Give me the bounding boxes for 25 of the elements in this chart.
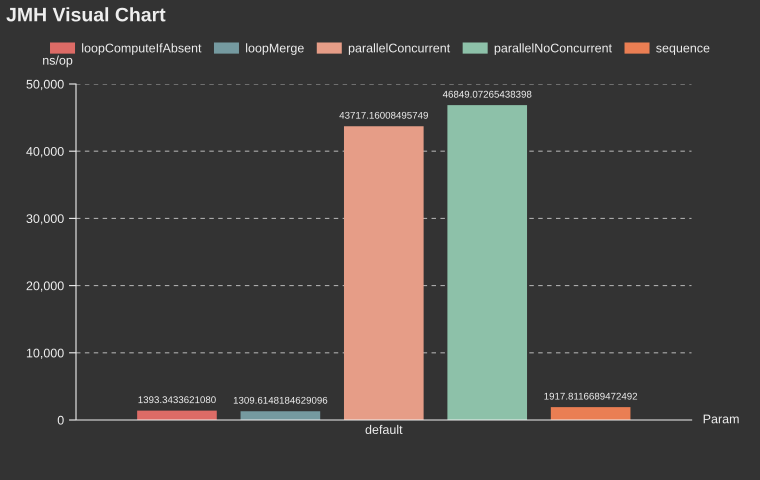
legend-label: sequence	[656, 46, 710, 55]
data-label: 43717.16008495749	[339, 112, 428, 119]
y-tick-label: 0	[58, 416, 64, 425]
bar	[344, 126, 424, 420]
y-tick-label: 30,000	[26, 214, 64, 225]
chart-title: JMH Visual Chart	[6, 7, 166, 22]
data-label: 46849.07265438398	[442, 90, 532, 98]
y-tick-label: 20,000	[26, 281, 64, 292]
bar	[447, 105, 528, 420]
legend-label: parallelNoConcurrent	[494, 43, 612, 55]
data-label: 1917.8116689472492	[544, 392, 638, 400]
y-tick-label: 40,000	[26, 147, 64, 158]
x-axis-title: Param	[704, 414, 739, 424]
data-label: 1309.6148184629096	[234, 396, 328, 404]
legend-label: parallelConcurrent	[348, 43, 450, 55]
data-label: 1393.3433621080	[138, 396, 216, 404]
y-tick-label: 10,000	[26, 348, 64, 359]
bar	[550, 407, 630, 420]
bar	[137, 410, 217, 420]
legend-label: loopComputeIfAbsent	[82, 43, 202, 55]
x-tick-label: default	[366, 424, 402, 434]
bar	[240, 411, 320, 420]
y-axis-title: ns/op	[43, 56, 72, 68]
y-tick-label: 50,000	[26, 80, 64, 90]
legend-label: loopMerge	[246, 43, 304, 55]
